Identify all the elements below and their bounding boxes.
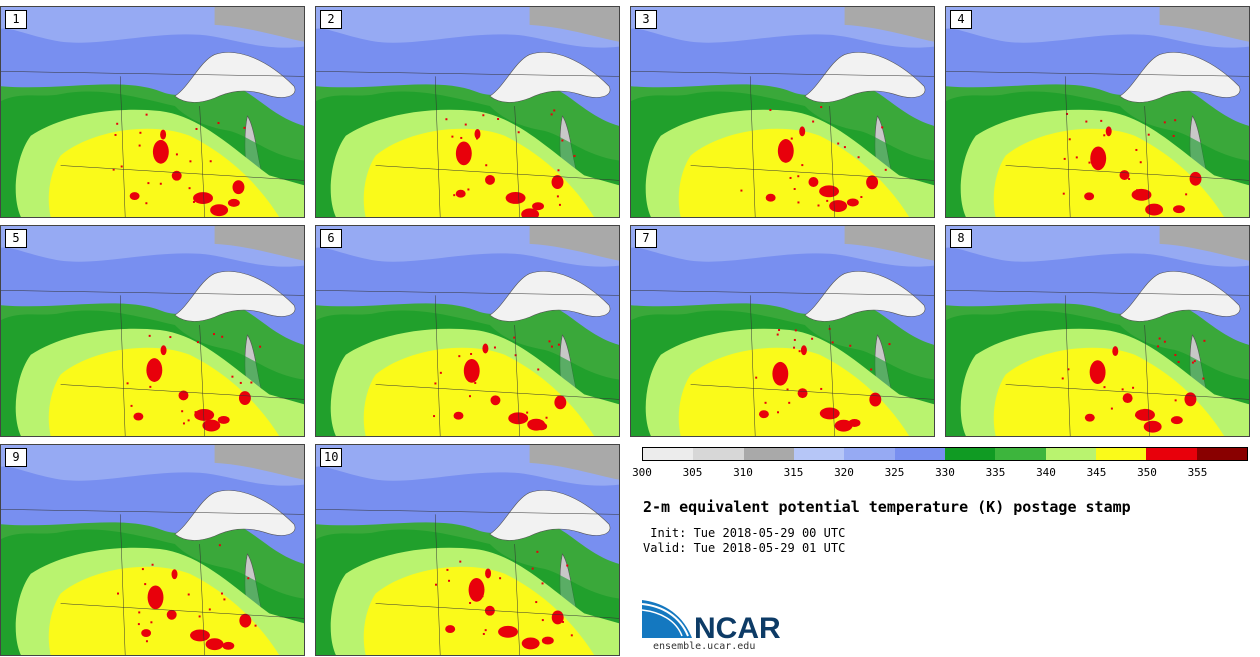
member-number-label: 3: [635, 10, 657, 29]
colorbar-tick-label: 300: [632, 466, 652, 479]
colorbar-swatch: [693, 448, 744, 460]
colorbar-tick-label: 320: [834, 466, 854, 479]
colorbar: [642, 447, 1248, 461]
colorbar-swatch: [1045, 448, 1096, 460]
colorbar-swatch: [944, 448, 996, 460]
colorbar-swatch: [995, 448, 1046, 460]
colorbar-swatch: [1095, 448, 1147, 460]
member-map-panel: 7: [630, 225, 935, 437]
member-map-panel: 8: [945, 225, 1250, 437]
colorbar-tick-label: 355: [1187, 466, 1208, 479]
logo-url: ensemble.ucar.edu: [653, 641, 756, 652]
colorbar-swatch: [1146, 448, 1197, 460]
colorbar-tick-label: 350: [1137, 466, 1157, 479]
colorbar-tick-label: 335: [985, 466, 1006, 479]
member-map-panel: 1: [0, 6, 305, 218]
member-map-panel: 4: [945, 6, 1250, 218]
member-number-label: 6: [320, 229, 342, 248]
colorbar-tick-label: 345: [1086, 466, 1107, 479]
member-number-label: 2: [320, 10, 342, 29]
member-map-panel: 10: [315, 444, 620, 656]
member-number-label: 1: [5, 10, 27, 29]
member-number-label: 10: [320, 448, 343, 467]
member-map-panel: 2: [315, 6, 620, 218]
colorbar-tick-label: 305: [682, 466, 703, 479]
member-number-label: 7: [635, 229, 657, 248]
colorbar-swatch: [1196, 448, 1247, 460]
member-number-label: 9: [5, 448, 27, 467]
member-map-panel: 3: [630, 6, 935, 218]
member-number-label: 8: [950, 229, 972, 248]
colorbar-swatch: [743, 448, 794, 460]
ncar-logo: NCAR: [642, 600, 781, 645]
member-map-panel: 9: [0, 444, 305, 656]
colorbar-ticks: 300 305 310 315 320 325 330 335 340 345 350 355: [632, 466, 1260, 482]
plot-title: 2-m equivalent potential temperature (K)…: [643, 498, 1131, 516]
colorbar-tick-label: 315: [783, 466, 804, 479]
colorbar-tick-label: 325: [884, 466, 905, 479]
colorbar-tick-label: 310: [733, 466, 753, 479]
member-map-panel: 6: [315, 225, 620, 437]
colorbar-swatch: [844, 448, 895, 460]
ncar-logo-text: NCAR: [694, 612, 781, 645]
colorbar-swatch: [793, 448, 845, 460]
colorbar-tick-label: 330: [935, 466, 955, 479]
colorbar-tick-label: 340: [1036, 466, 1056, 479]
init-time: Init: Tue 2018-05-29 00 UTC: [643, 526, 846, 540]
valid-time: Valid: Tue 2018-05-29 01 UTC: [643, 541, 846, 555]
member-number-label: 4: [950, 10, 972, 29]
member-number-label: 5: [5, 229, 27, 248]
colorbar-swatch: [643, 448, 694, 460]
member-map-panel: 5: [0, 225, 305, 437]
colorbar-swatch: [894, 448, 945, 460]
